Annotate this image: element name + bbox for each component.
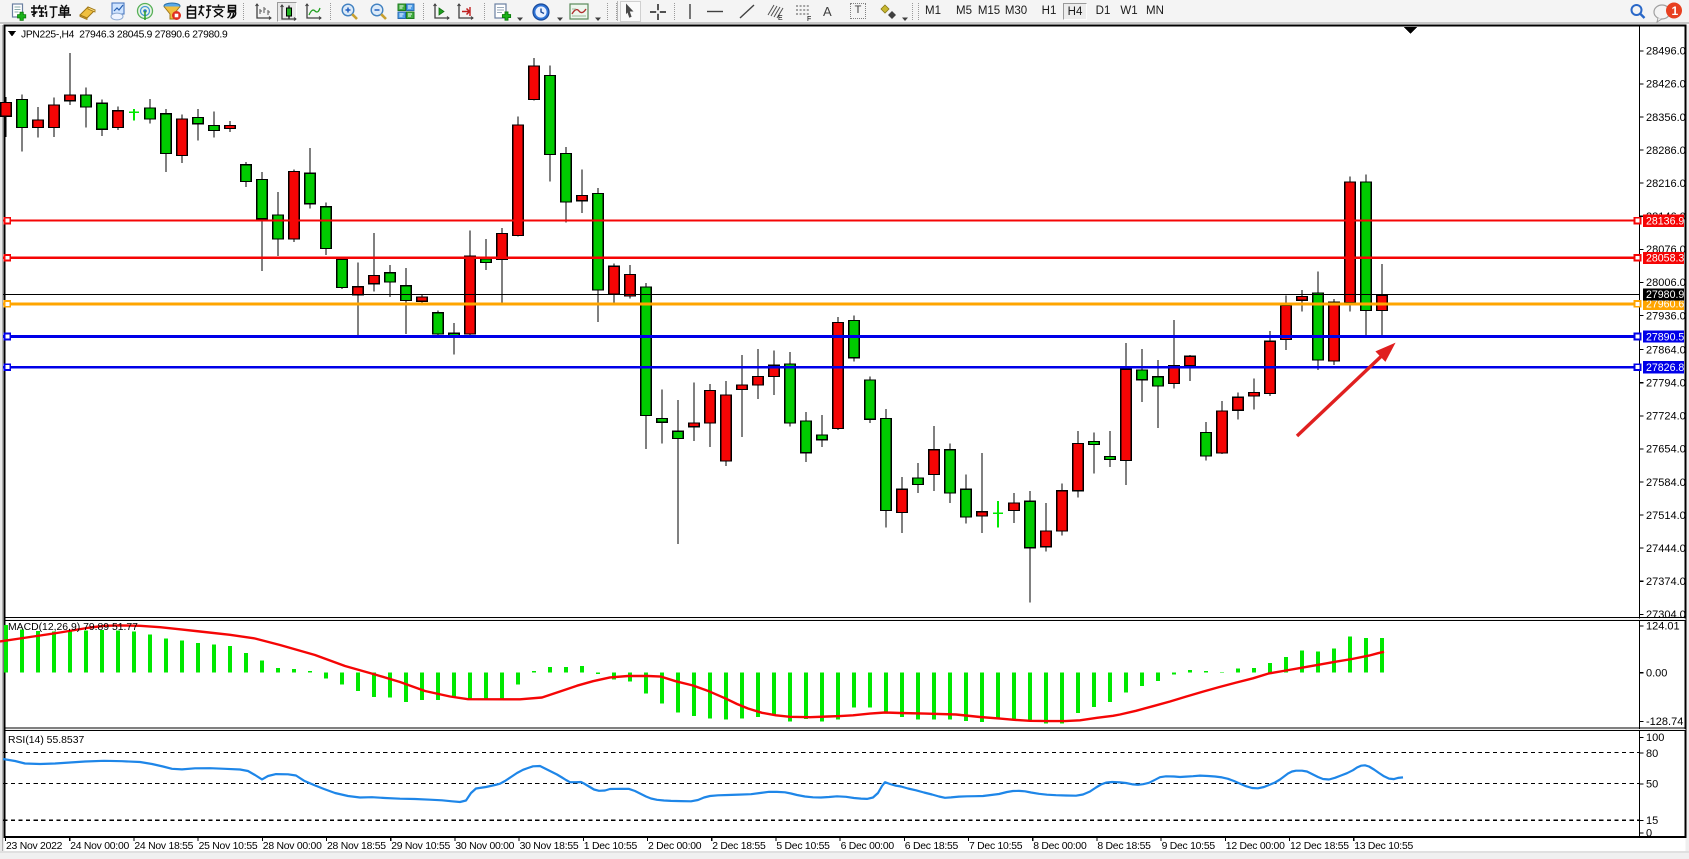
svg-text:100: 100 xyxy=(1646,732,1664,744)
svg-text:15: 15 xyxy=(1646,815,1658,827)
svg-text:27936.0: 27936.0 xyxy=(1646,310,1686,322)
svg-text:28496.0: 28496.0 xyxy=(1646,46,1686,58)
svg-text:27864.0: 27864.0 xyxy=(1646,344,1686,356)
svg-text:9 Dec 10:55: 9 Dec 10:55 xyxy=(1162,841,1216,852)
svg-text:5 Dec 10:55: 5 Dec 10:55 xyxy=(776,841,830,852)
svg-text:8 Dec 00:00: 8 Dec 00:00 xyxy=(1033,841,1087,852)
svg-text:30 Nov 00:00: 30 Nov 00:00 xyxy=(455,841,514,852)
svg-text:0: 0 xyxy=(1646,828,1652,840)
svg-text:27890.5: 27890.5 xyxy=(1646,331,1684,343)
svg-text:124.01: 124.01 xyxy=(1646,621,1680,633)
svg-text:F: F xyxy=(807,16,811,22)
svg-text:27826.8: 27826.8 xyxy=(1646,362,1684,374)
svg-text:27584.0: 27584.0 xyxy=(1646,477,1686,489)
svg-text:28286.0: 28286.0 xyxy=(1646,145,1686,157)
svg-text:24 Nov 18:55: 24 Nov 18:55 xyxy=(134,841,193,852)
svg-text:27374.0: 27374.0 xyxy=(1646,576,1686,588)
svg-text:80: 80 xyxy=(1646,748,1658,760)
svg-text:1: 1 xyxy=(1672,4,1679,18)
svg-text:30 Nov 18:55: 30 Nov 18:55 xyxy=(520,841,579,852)
svg-text:29 Nov 10:55: 29 Nov 10:55 xyxy=(391,841,450,852)
svg-text:28216.0: 28216.0 xyxy=(1646,178,1686,190)
svg-text:28356.0: 28356.0 xyxy=(1646,112,1686,124)
svg-text:0.00: 0.00 xyxy=(1646,668,1667,680)
svg-text:27444.0: 27444.0 xyxy=(1646,543,1686,555)
svg-text:2 Dec 00:00: 2 Dec 00:00 xyxy=(648,841,702,852)
svg-text:27794.0: 27794.0 xyxy=(1646,377,1686,389)
svg-text:28 Nov 18:55: 28 Nov 18:55 xyxy=(327,841,386,852)
svg-text:JPN225-,H4 27946.3 28045.9 27: JPN225-,H4 27946.3 28045.9 27890.6 27980… xyxy=(21,30,228,41)
svg-text:28 Nov 00:00: 28 Nov 00:00 xyxy=(263,841,322,852)
svg-text:12 Dec 00:00: 12 Dec 00:00 xyxy=(1226,841,1285,852)
svg-text:E: E xyxy=(778,15,783,22)
svg-text:27514.0: 27514.0 xyxy=(1646,510,1686,522)
svg-text:25 Nov 10:55: 25 Nov 10:55 xyxy=(199,841,258,852)
svg-text:12 Dec 18:55: 12 Dec 18:55 xyxy=(1290,841,1349,852)
svg-text:7 Dec 10:55: 7 Dec 10:55 xyxy=(969,841,1023,852)
svg-text:27654.0: 27654.0 xyxy=(1646,444,1686,456)
svg-text:6 Dec 18:55: 6 Dec 18:55 xyxy=(905,841,959,852)
svg-text:1 Dec 10:55: 1 Dec 10:55 xyxy=(584,841,638,852)
svg-text:8 Dec 18:55: 8 Dec 18:55 xyxy=(1097,841,1151,852)
svg-text:28006.0: 28006.0 xyxy=(1646,277,1686,289)
svg-text:13 Dec 10:55: 13 Dec 10:55 xyxy=(1354,841,1413,852)
svg-text:27980.9: 27980.9 xyxy=(1646,289,1684,301)
svg-text:23 Nov 2022: 23 Nov 2022 xyxy=(6,841,63,852)
svg-text:24 Nov 00:00: 24 Nov 00:00 xyxy=(70,841,129,852)
svg-text:27724.0: 27724.0 xyxy=(1646,411,1686,423)
svg-text:2 Dec 18:55: 2 Dec 18:55 xyxy=(712,841,766,852)
svg-text:6 Dec 00:00: 6 Dec 00:00 xyxy=(841,841,895,852)
svg-text:27960.6: 27960.6 xyxy=(1646,299,1684,311)
svg-text:-128.74: -128.74 xyxy=(1646,716,1683,728)
svg-text:RSI(14) 55.8537: RSI(14) 55.8537 xyxy=(8,735,84,746)
svg-text:50: 50 xyxy=(1646,779,1658,791)
svg-text:28058.3: 28058.3 xyxy=(1646,253,1684,265)
svg-text:28136.9: 28136.9 xyxy=(1646,215,1684,227)
svg-text:27304.0: 27304.0 xyxy=(1646,609,1686,621)
svg-text:28426.0: 28426.0 xyxy=(1646,79,1686,91)
svg-text:MACD(12,26,9) 79.89 51.77: MACD(12,26,9) 79.89 51.77 xyxy=(8,622,138,633)
